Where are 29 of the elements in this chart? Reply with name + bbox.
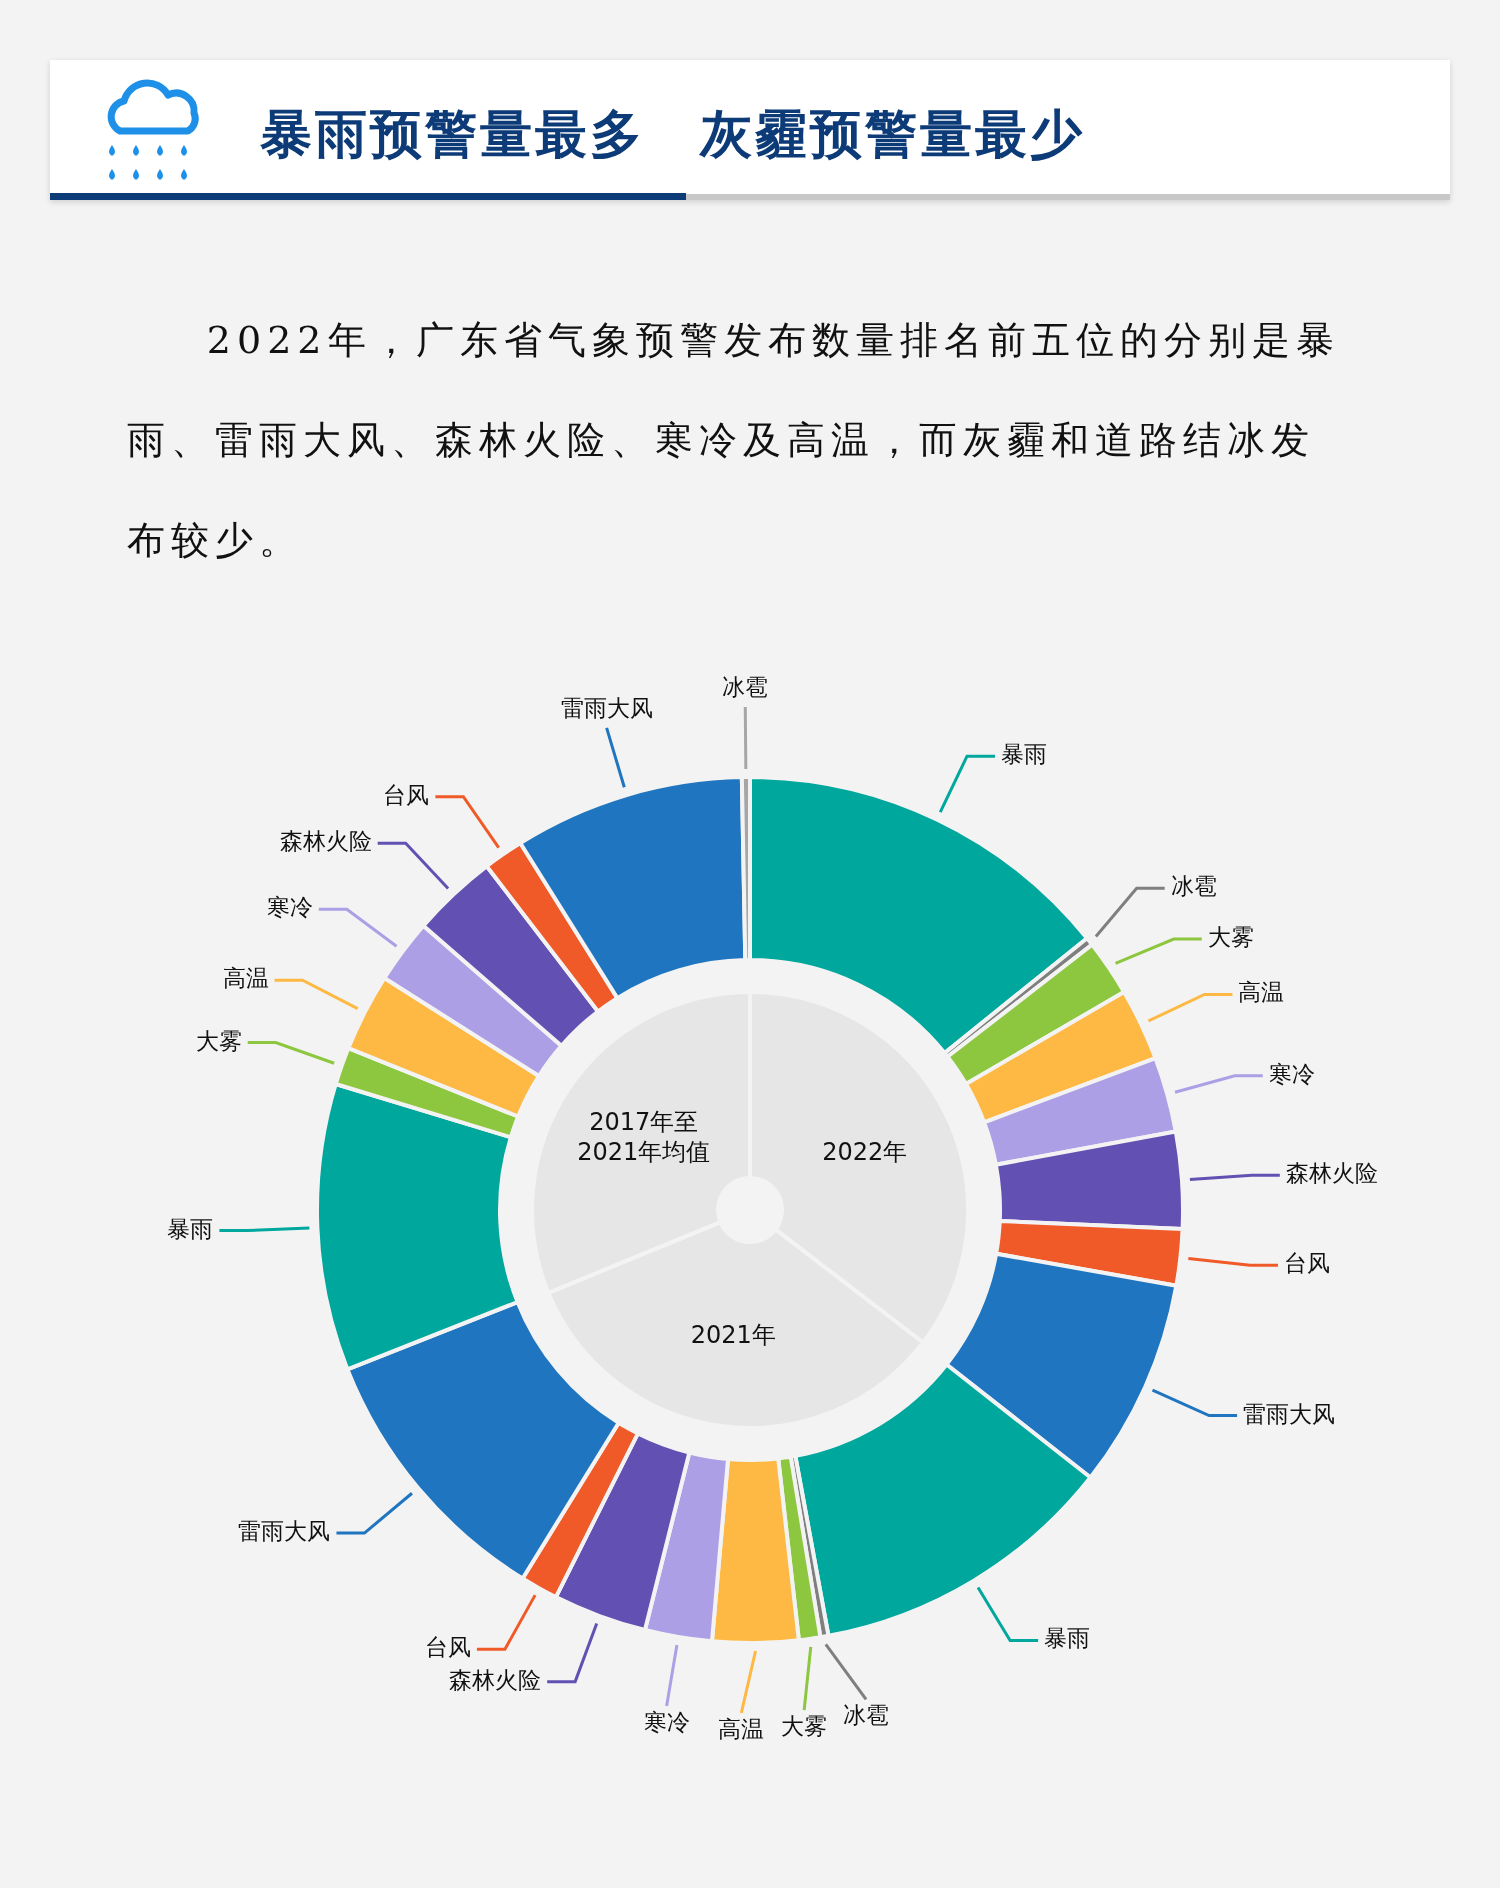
slice-label: 2017年至2021年均值 [577, 1107, 711, 1166]
slice-label: 暴雨 [1001, 741, 1048, 768]
slice-label: 大雾 [781, 1713, 828, 1740]
slice-label: 高温 [1238, 979, 1285, 1006]
slice-label: 森林火险 [449, 1666, 542, 1693]
slice-label: 冰雹 [722, 673, 769, 700]
slice-label: 冰雹 [1170, 873, 1217, 900]
slice-label: 2022年 [822, 1137, 908, 1166]
slice-label: 大雾 [195, 1027, 242, 1054]
slice-label: 高温 [718, 1715, 765, 1742]
text: 2022年，广东省气象预警发布数量排名前五位的分别是暴雨、雷雨大风、森林火险、寒冷及高温，而灰霾和道路结冰发布较少。 [127, 318, 1340, 562]
slice-label: 冰雹 [843, 1702, 890, 1729]
slice-label: 雷雨大风 [1243, 1400, 1336, 1427]
chart-title: 暴雨预警量最多 灰霾预警量最少 [260, 103, 1085, 166]
slice-label: 寒冷 [643, 1709, 690, 1736]
slice-label: 2021年 [690, 1321, 776, 1350]
slice-label: 森林火险 [279, 828, 372, 855]
slice-label: 暴雨 [1044, 1625, 1091, 1652]
slice-label: 森林火险 [1285, 1160, 1378, 1187]
slice-label: 高温 [222, 965, 269, 992]
slice-label: 台风 [1283, 1250, 1330, 1277]
slice-label: 雷雨大风 [238, 1518, 331, 1545]
slice-label: 台风 [424, 1634, 471, 1661]
slice-label: 雷雨大风 [560, 694, 653, 721]
slice-label: 大雾 [1207, 923, 1254, 950]
slice-label: 寒冷 [1268, 1060, 1315, 1087]
slice-label: 寒冷 [266, 894, 313, 921]
slice-label: 台风 [383, 781, 430, 808]
slice-label: 暴雨 [167, 1215, 214, 1242]
